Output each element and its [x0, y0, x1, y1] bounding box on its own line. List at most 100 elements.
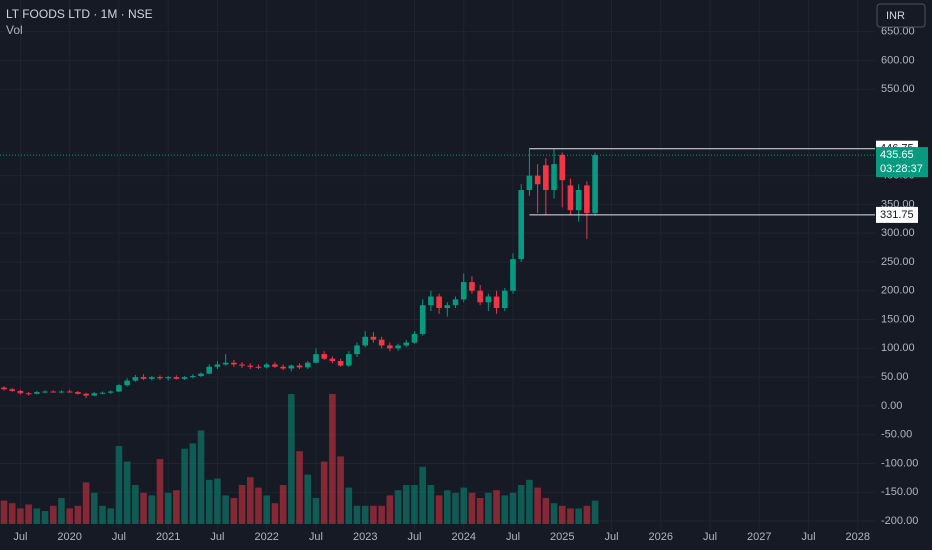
candle-body: [428, 296, 434, 306]
volume-bar: [115, 446, 123, 524]
candle-body: [304, 362, 311, 368]
candle-body: [247, 365, 254, 367]
volume-bar: [181, 448, 188, 524]
volume-bar: [591, 500, 599, 524]
y-tick-label: 650.00: [881, 26, 915, 38]
y-tick-label: 0.00: [881, 400, 902, 412]
candle-body: [190, 375, 196, 378]
volume-bar: [361, 505, 369, 524]
candle-body: [534, 175, 541, 185]
currency-button[interactable]: [876, 3, 926, 28]
candle-body: [66, 391, 73, 393]
candle-body: [485, 296, 492, 303]
volume-bar: [444, 490, 451, 524]
x-tick-label: Jul: [210, 531, 224, 543]
volume-bar: [214, 478, 221, 524]
candle-body: [263, 364, 270, 368]
candle-body: [469, 282, 475, 291]
candle-body: [567, 185, 574, 211]
x-tick-label: 2022: [254, 531, 278, 543]
volume-bar: [132, 485, 139, 524]
candle-body: [214, 364, 221, 367]
candle-body: [91, 393, 98, 396]
x-tick-label: Jul: [506, 531, 520, 543]
level-label: 331.75: [880, 209, 914, 221]
volume-bar: [173, 490, 180, 524]
volume-bar: [542, 498, 550, 524]
candle-body: [206, 366, 213, 374]
volume-bar: [329, 394, 336, 524]
volume-bar: [288, 394, 295, 524]
candle-body: [395, 345, 401, 349]
volume-bar: [386, 495, 394, 524]
y-tick-label: -50.00: [881, 429, 912, 441]
volume-bar: [345, 487, 353, 524]
candle-body: [559, 154, 566, 181]
x-tick-label: Jul: [112, 531, 126, 543]
candle-body: [387, 345, 393, 349]
candle-body: [296, 365, 303, 368]
candle-body: [132, 377, 139, 381]
y-tick-label: 600.00: [881, 54, 915, 66]
volume-bar: [123, 461, 131, 524]
volume-bar: [526, 479, 533, 524]
x-tick-label: 2024: [451, 531, 475, 543]
countdown-label: 03:28:37: [880, 163, 923, 175]
volume-bar: [304, 474, 312, 524]
candle-body: [148, 377, 155, 379]
volume-bar: [435, 495, 443, 524]
volume-bar: [164, 492, 172, 524]
volume-bar: [156, 459, 164, 524]
volume-bar: [476, 498, 484, 524]
x-tick-label: Jul: [703, 531, 717, 543]
last-price-box: [876, 147, 928, 178]
x-tick-label: 2027: [747, 531, 771, 543]
candle-body: [575, 190, 582, 211]
candle-body: [34, 392, 40, 394]
candle-body: [280, 366, 286, 369]
volume-bar: [99, 505, 106, 524]
volume-bar: [8, 503, 16, 524]
candle-body: [9, 389, 16, 391]
volume-bar: [0, 500, 8, 524]
y-tick-label: 50.00: [881, 371, 909, 383]
candle-body: [346, 354, 352, 366]
volume-bar: [534, 487, 541, 524]
x-tick-label: Jul: [13, 531, 27, 543]
volume-bar: [66, 508, 73, 524]
volume-bar: [205, 479, 213, 524]
x-tick-label: 2021: [156, 531, 180, 543]
volume-bar: [49, 505, 57, 524]
y-tick-label: 150.00: [881, 313, 915, 325]
volume-bar: [41, 511, 49, 524]
volume-bar: [222, 495, 229, 524]
volume-bar: [485, 492, 492, 524]
volume-bar: [320, 461, 328, 524]
candle-body: [321, 354, 327, 359]
candle-body: [354, 345, 360, 355]
candle-body: [140, 377, 147, 379]
candle-body: [518, 190, 524, 260]
volume-bar: [460, 487, 468, 524]
candle-body: [501, 290, 508, 309]
candle-body: [165, 377, 171, 379]
candle-body: [1, 387, 7, 390]
candle-body: [239, 364, 245, 366]
chart-title: LT FOODS LTD · 1M · NSE: [6, 7, 153, 21]
candle-body: [181, 377, 188, 379]
level-label-box: [876, 206, 918, 223]
candle-body: [42, 391, 48, 393]
currency[interactable]: INR: [886, 10, 905, 22]
candle-body: [255, 366, 262, 368]
volume-bar: [246, 477, 254, 524]
candle-body: [116, 385, 122, 392]
volume-bar: [583, 505, 591, 524]
candle-body: [337, 361, 344, 366]
x-tick-label: Jul: [604, 531, 618, 543]
volume-bar: [25, 504, 32, 524]
volume-bar: [189, 443, 197, 524]
volume-bar: [17, 508, 24, 524]
